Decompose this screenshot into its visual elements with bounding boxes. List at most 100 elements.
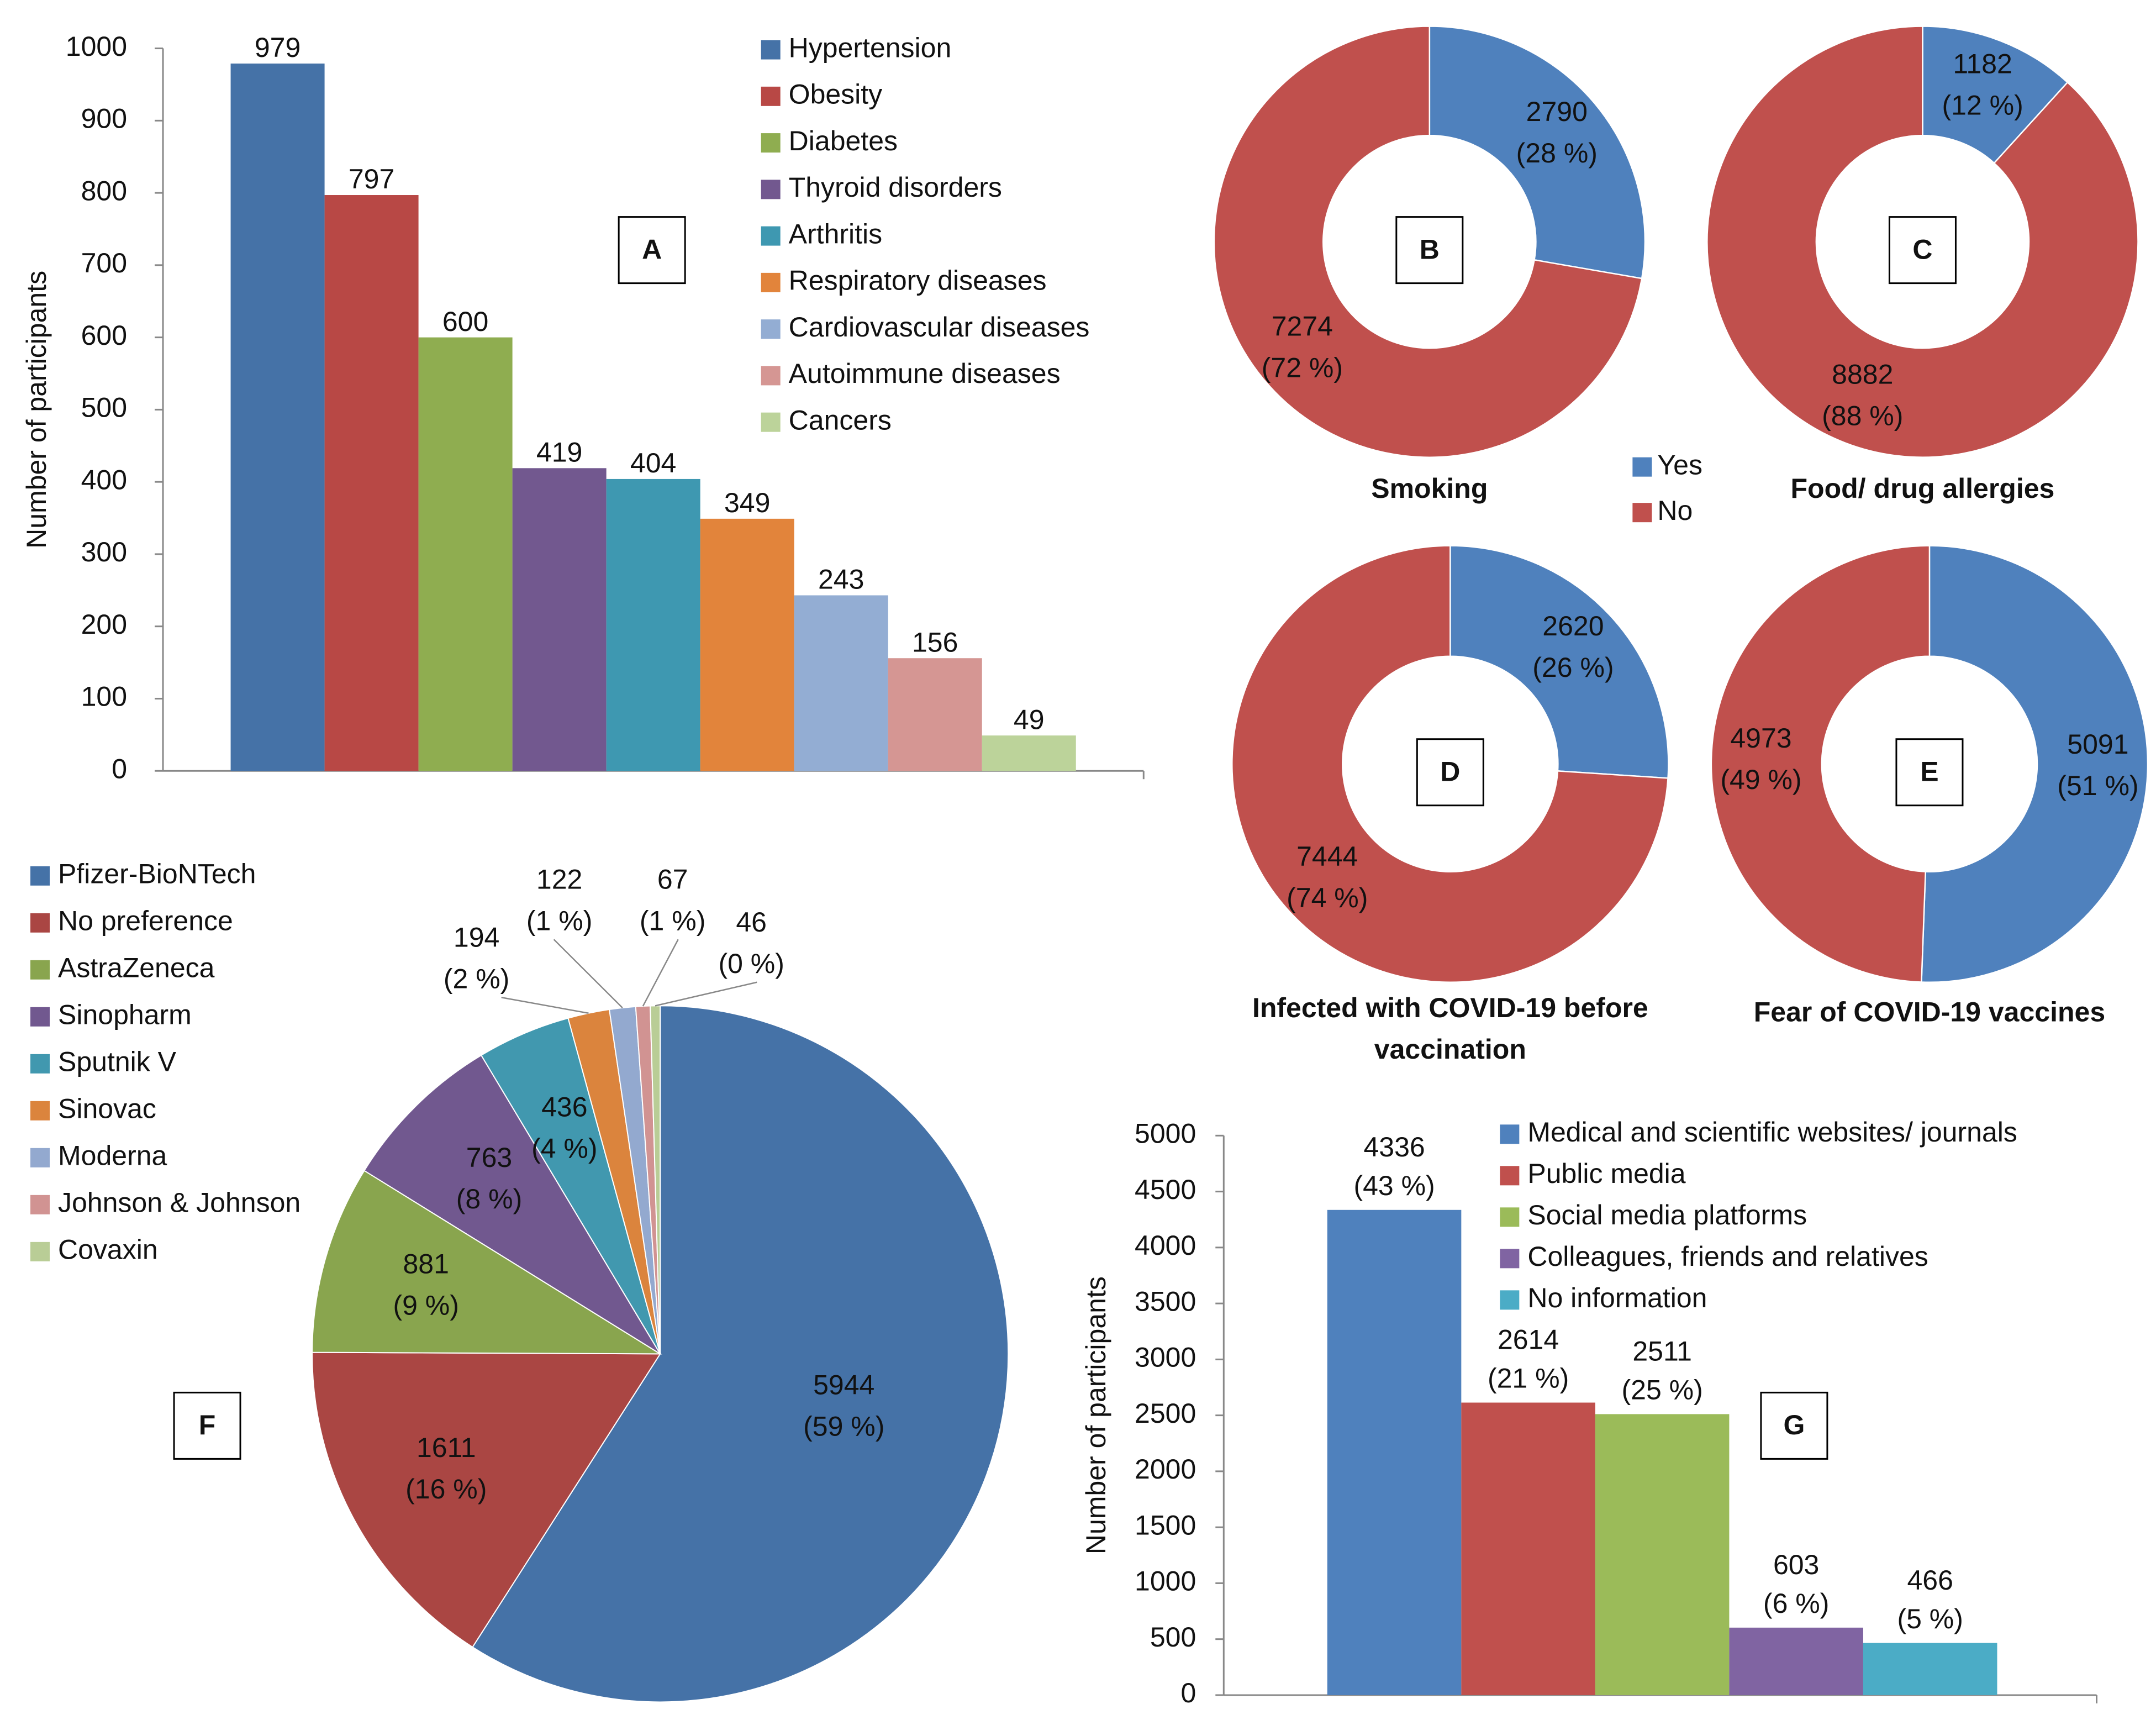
panel-label-box bbox=[1888, 216, 1957, 285]
donut-slice bbox=[1921, 545, 2149, 983]
legend-label: Obesity bbox=[789, 79, 883, 110]
percent-label: (25 %) bbox=[1622, 1375, 1703, 1406]
bar bbox=[418, 337, 513, 771]
value-label: 122 bbox=[536, 864, 582, 895]
legend-swatch bbox=[761, 226, 781, 246]
panel-label-box bbox=[1395, 216, 1464, 285]
percent-label: (5 %) bbox=[1897, 1603, 1963, 1634]
panel-label-box bbox=[618, 216, 686, 285]
percent-label: (12 %) bbox=[1942, 90, 2023, 120]
leader-line bbox=[655, 981, 757, 1007]
donut-slice bbox=[1449, 545, 1669, 779]
legend-swatch bbox=[1500, 1249, 1520, 1269]
donut-slice bbox=[1706, 25, 2139, 458]
legend-label: Cardiovascular diseases bbox=[789, 312, 1090, 343]
legend-label: Social media platforms bbox=[1527, 1200, 1807, 1230]
bar bbox=[794, 595, 888, 771]
value-label: 466 bbox=[1907, 1565, 1953, 1596]
y-tick-label: 500 bbox=[81, 392, 127, 423]
value-label: 881 bbox=[403, 1248, 449, 1279]
value-label: 979 bbox=[255, 32, 301, 63]
y-tick-label: 1500 bbox=[1135, 1509, 1196, 1540]
legend-swatch bbox=[30, 913, 50, 933]
panel-label: B bbox=[1420, 234, 1440, 265]
panel-label-box bbox=[1760, 1391, 1828, 1460]
y-tick-label: 1000 bbox=[66, 31, 127, 62]
value-label: 4973 bbox=[1730, 723, 1791, 754]
percent-label: (21 %) bbox=[1488, 1363, 1569, 1394]
y-tick-label: 2000 bbox=[1135, 1454, 1196, 1485]
percent-label: (51 %) bbox=[2057, 770, 2138, 801]
percent-label: (59 %) bbox=[803, 1411, 884, 1442]
bar bbox=[700, 518, 794, 771]
bar bbox=[982, 735, 1076, 771]
leader-line bbox=[501, 997, 589, 1014]
percent-label: (49 %) bbox=[1720, 764, 1801, 795]
y-tick-label: 700 bbox=[81, 248, 127, 278]
pie-slice bbox=[312, 1170, 662, 1355]
value-label: 243 bbox=[818, 564, 864, 595]
pie-slice bbox=[312, 1351, 661, 1648]
value-label: 2790 bbox=[1526, 96, 1588, 127]
value-label: 5944 bbox=[813, 1369, 874, 1400]
y-axis-label: Number of participants bbox=[1080, 1276, 1111, 1554]
panel-label: G bbox=[1783, 1409, 1805, 1440]
panel-label: D bbox=[1440, 756, 1460, 787]
legend-label: Medical and scientific websites/ journal… bbox=[1527, 1117, 2017, 1148]
legend-swatch bbox=[1500, 1124, 1520, 1144]
legend-swatch bbox=[761, 40, 781, 60]
y-tick-label: 2500 bbox=[1135, 1398, 1196, 1429]
pie-slice bbox=[480, 1017, 661, 1354]
percent-label: (16 %) bbox=[405, 1474, 487, 1505]
bar bbox=[1461, 1402, 1595, 1695]
value-label: 1182 bbox=[1953, 48, 2012, 79]
legend-swatch bbox=[30, 866, 50, 886]
value-label: 49 bbox=[1014, 704, 1045, 735]
legend-swatch bbox=[30, 1007, 50, 1027]
value-label: 7444 bbox=[1296, 841, 1358, 872]
legend-label: Diabetes bbox=[789, 125, 898, 156]
value-label: 2620 bbox=[1542, 611, 1604, 641]
value-label: 4336 bbox=[1363, 1132, 1425, 1163]
legend-label: Hypertension bbox=[789, 32, 952, 63]
legend-swatch bbox=[30, 1242, 50, 1261]
value-label: 8882 bbox=[1832, 359, 1893, 390]
percent-label: (26 %) bbox=[1532, 652, 1614, 683]
legend-label: No bbox=[1657, 495, 1693, 526]
y-tick-label: 0 bbox=[112, 753, 127, 784]
legend-label: No information bbox=[1527, 1282, 1707, 1313]
value-label: 46 bbox=[736, 907, 767, 938]
value-label: 2511 bbox=[1632, 1336, 1692, 1367]
y-tick-label: 0 bbox=[1180, 1677, 1196, 1708]
donut-slice bbox=[1922, 25, 2069, 164]
pie-slice bbox=[363, 1054, 661, 1355]
bar bbox=[888, 658, 982, 771]
panel-label-box bbox=[173, 1391, 241, 1460]
donut-slice bbox=[1428, 25, 1646, 280]
legend-swatch bbox=[761, 272, 781, 292]
panel-label: E bbox=[1920, 756, 1938, 787]
chart-title: Food/ drug allergies bbox=[1791, 473, 2055, 504]
bar bbox=[230, 64, 325, 771]
value-label: 763 bbox=[466, 1142, 512, 1173]
value-label: 67 bbox=[657, 864, 688, 895]
y-tick-label: 100 bbox=[81, 681, 127, 712]
value-label: 156 bbox=[912, 627, 958, 658]
panel-label-box bbox=[1416, 738, 1484, 807]
bar bbox=[1327, 1209, 1462, 1695]
value-label: 436 bbox=[541, 1092, 587, 1123]
legend-swatch bbox=[30, 1054, 50, 1074]
value-label: 7274 bbox=[1272, 311, 1333, 341]
leader-line bbox=[553, 939, 623, 1008]
y-tick-label: 900 bbox=[81, 103, 127, 134]
y-tick-label: 3000 bbox=[1135, 1342, 1196, 1373]
legend-swatch bbox=[761, 133, 781, 153]
percent-label: (9 %) bbox=[393, 1290, 458, 1321]
bar bbox=[324, 195, 419, 771]
y-tick-label: 4000 bbox=[1135, 1230, 1196, 1261]
chart-title: Infected with COVID-19 before vaccination bbox=[1252, 992, 1648, 1065]
value-label: 194 bbox=[454, 922, 499, 953]
value-label: 419 bbox=[536, 437, 582, 468]
